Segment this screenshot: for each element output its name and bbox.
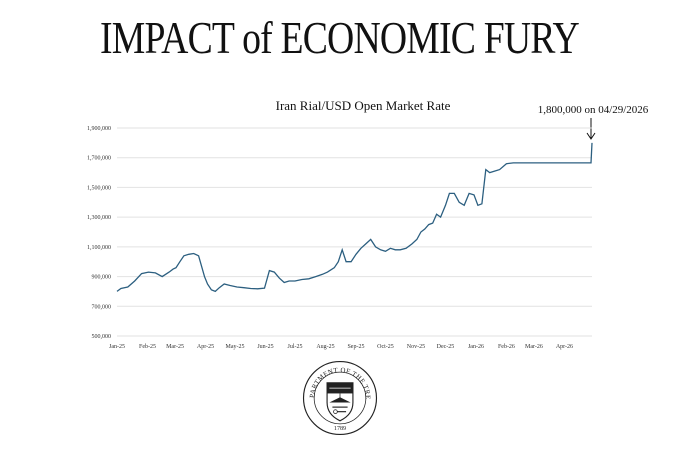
x-tick-label: Feb-26 <box>498 344 515 350</box>
y-tick-label: 1,700,000 <box>87 156 111 162</box>
x-tick-label: Jun-25 <box>257 344 273 350</box>
x-tick-label: Sep-25 <box>347 344 364 350</box>
x-tick-label: Mar-26 <box>525 344 543 350</box>
chart-title: Iran Rial/USD Open Market Rate <box>276 98 451 113</box>
y-axis-labels: 500,000 700,000 900,000 1,100,000 1,300,000 1… <box>87 126 111 340</box>
y-tick-label: 1,500,000 <box>87 185 111 191</box>
y-tick-label: 900,000 <box>92 275 112 281</box>
x-tick-label: Oct-25 <box>377 344 394 350</box>
x-tick-label: Dec-25 <box>437 344 455 350</box>
svg-text:1789: 1789 <box>334 426 346 432</box>
x-tick-label: Feb-25 <box>139 344 156 350</box>
x-tick-label: Jan-26 <box>468 344 484 350</box>
y-tick-label: 1,100,000 <box>87 245 111 251</box>
x-tick-label: Mar-25 <box>166 344 184 350</box>
treasury-seal: THE DEPARTMENT OF THE TREASURY 1789 <box>302 360 378 436</box>
y-tick-label: 700,000 <box>92 304 112 310</box>
x-tick-label: Nov-25 <box>407 344 425 350</box>
y-tick-label: 500,000 <box>92 334 112 340</box>
x-tick-label: Aug-25 <box>316 344 334 350</box>
grid <box>117 127 592 337</box>
x-tick-label: Apr-25 <box>197 344 214 350</box>
series-line <box>116 142 593 293</box>
x-axis-labels: Jan-25 Feb-25 Mar-25 Apr-25 May-25 Jun-25 Jul-… <box>109 344 573 350</box>
y-tick-label: 1,900,000 <box>87 126 111 132</box>
x-tick-label: Apr-26 <box>556 344 573 350</box>
headline: IMPACT of ECONOMIC FURY <box>100 12 580 63</box>
x-tick-label: May-25 <box>226 344 245 350</box>
y-tick-label: 1,300,000 <box>87 215 111 221</box>
x-tick-label: Jul-25 <box>288 344 303 350</box>
x-tick-label: Jan-25 <box>109 344 125 350</box>
annotation-label: 1,800,000 on 04/29/2026 <box>538 104 649 116</box>
